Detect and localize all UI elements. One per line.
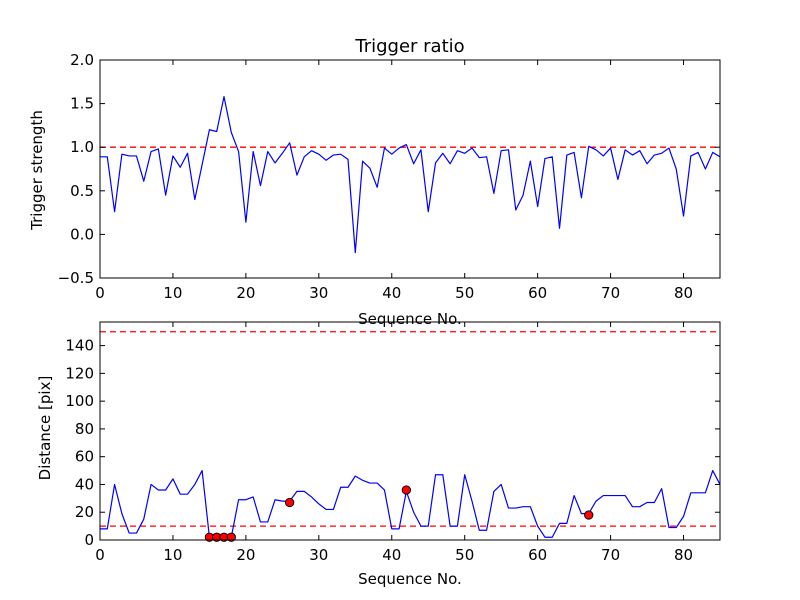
series-line-distance [100, 469, 721, 538]
x-tick-label: 60 [528, 284, 547, 302]
x-tick-label: 60 [528, 546, 547, 564]
y-tick-label: 120 [65, 364, 94, 382]
y-tick-label: 1.5 [70, 95, 94, 113]
y-tick-label: 80 [75, 420, 94, 438]
x-tick-label: 80 [674, 284, 693, 302]
plot-area-bottom: 0 10 20 30 40 50 60 70 80 0 20 40 60 80 100 120 140 [65, 321, 721, 564]
x-tick-label: 0 [95, 546, 105, 564]
plot-area-top: 0 10 20 30 40 50 60 70 80 −0.5 0.0 0.5 1.0 1.5 2.0 [58, 51, 721, 302]
x-tick-label: 20 [236, 546, 255, 564]
y-tick-label: 100 [65, 392, 94, 410]
x-tick-label: 80 [674, 546, 693, 564]
x-tick-label: 10 [163, 546, 182, 564]
x-tick-label: 70 [601, 284, 620, 302]
x-tick-label: 40 [382, 546, 401, 564]
distance-chart: 0 10 20 30 40 50 60 70 80 0 20 40 60 80 100 120 140 Sequ… [36, 321, 721, 588]
x-tick-label: 30 [309, 546, 328, 564]
x-tick-label: 50 [455, 546, 474, 564]
flagged-point [584, 510, 594, 520]
y-tick-label: 20 [75, 503, 94, 521]
x-tick-label: 30 [309, 284, 328, 302]
y-tick-label: 0.0 [70, 225, 94, 243]
chart-title: Trigger ratio [354, 36, 464, 57]
flagged-point [284, 497, 295, 508]
x-tick-label: 10 [163, 284, 182, 302]
y-tick-label: 60 [75, 448, 94, 466]
y-axis-label-bottom: Distance [pix] [36, 376, 54, 481]
axes-frame [99, 321, 721, 541]
x-tick-label: 0 [95, 284, 105, 302]
x-tick-label: 40 [382, 284, 401, 302]
y-tick-label: 2.0 [70, 51, 94, 69]
flagged-point [226, 532, 236, 542]
y-tick-label: 40 [75, 475, 94, 493]
y-tick-label: 0.5 [70, 182, 94, 200]
y-tick-label: 0 [84, 531, 94, 549]
x-tick-label: 20 [236, 284, 255, 302]
y-tick-label: 1.0 [70, 138, 94, 156]
y-tick-label: 140 [65, 337, 94, 355]
x-axis-label-top: Sequence No. [358, 310, 462, 328]
x-tick-label: 70 [601, 546, 620, 564]
x-tick-label: 50 [455, 284, 474, 302]
trigger-ratio-chart: Trigger ratio 0 10 20 30 40 50 60 70 80 −0.5 0.0 0.… [28, 36, 721, 328]
series-line-trigger-strength [100, 96, 721, 254]
y-axis-label-top: Trigger strength [28, 110, 46, 231]
flagged-point [401, 485, 412, 495]
y-tick-label: −0.5 [58, 269, 94, 287]
axes-frame [99, 59, 721, 279]
x-axis-label-bottom: Sequence No. [358, 570, 462, 588]
